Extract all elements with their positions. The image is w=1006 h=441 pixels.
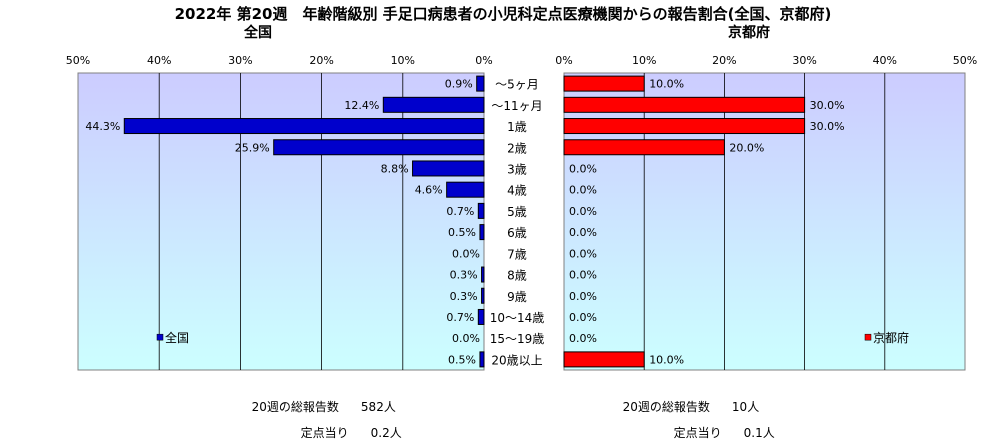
national-value-label: 8.8% [381, 162, 409, 175]
national-bar [477, 202, 485, 219]
national-tick-label: 0% [475, 54, 492, 67]
national-total-label: 20週の総報告数 [251, 400, 339, 414]
category-label: 5歳 [507, 205, 527, 219]
national-plot-background [77, 72, 485, 371]
national-value-label: 4.6% [415, 184, 443, 197]
category-label: ～11ヶ月 [491, 99, 542, 113]
kyoto-value-label: 0.0% [569, 226, 597, 239]
national-bar [382, 96, 485, 113]
kyoto-value-label: 30.0% [810, 120, 845, 133]
national-tick-label: 30% [228, 54, 252, 67]
national-per-label: 定点当り [300, 426, 349, 440]
national-tick-label: 40% [147, 54, 171, 67]
kyoto-total-value: 10人 [731, 400, 760, 414]
kyoto-value-label: 0.0% [569, 269, 597, 282]
kyoto-tick-label: 40% [873, 54, 897, 67]
kyoto-value-label: 0.0% [569, 311, 597, 324]
national-value-label: 0.5% [448, 353, 476, 366]
national-bar [481, 287, 485, 304]
national-bar [479, 224, 485, 241]
kyoto-per-label: 定点当り [673, 426, 722, 440]
kyoto-tick-label: 30% [792, 54, 816, 67]
national-total-value: 582人 [360, 400, 396, 414]
kyoto-tick-label: 10% [632, 54, 656, 67]
kyoto-value-label: 0.0% [569, 247, 597, 260]
kyoto-value-label: 20.0% [729, 141, 764, 154]
category-label: 2歳 [507, 141, 527, 155]
category-label: 1歳 [507, 120, 527, 134]
national-bar [477, 308, 485, 325]
national-value-label: 0.5% [448, 226, 476, 239]
national-bar [481, 266, 485, 283]
kyoto-value-label: 0.0% [569, 290, 597, 303]
category-label: ～5ヶ月 [495, 78, 539, 92]
national-value-label: 44.3% [85, 120, 120, 133]
national-legend-label: 全国 [165, 330, 189, 345]
national-legend-swatch [156, 333, 164, 341]
kyoto-value-label: 10.0% [649, 353, 684, 366]
kyoto-legend-label: 京都府 [873, 330, 909, 345]
kyoto-value-label: 30.0% [810, 99, 845, 112]
kyoto-plot-background [563, 72, 966, 371]
chart-title: 2022年 第20週 年齢階級別 手足口病患者の小児科定点医療機関からの報告割合… [174, 5, 832, 23]
national-bar [123, 118, 485, 135]
kyoto-value-label: 0.0% [569, 332, 597, 345]
national-tick-label: 10% [391, 54, 415, 67]
category-label: 7歳 [507, 247, 527, 261]
kyoto-total-label: 20週の総報告数 [622, 400, 710, 414]
kyoto-value-label: 10.0% [649, 78, 684, 91]
national-value-label: 0.3% [450, 290, 478, 303]
kyoto-tick-label: 0% [555, 54, 572, 67]
kyoto-subtitle: 京都府 [728, 25, 770, 41]
national-value-label: 0.3% [450, 269, 478, 282]
national-subtitle: 全国 [244, 25, 272, 41]
national-value-label: 0.7% [446, 311, 474, 324]
national-value-label: 0.0% [452, 247, 480, 260]
kyoto-bar [563, 96, 806, 113]
kyoto-bar [563, 351, 645, 368]
national-bar [273, 139, 485, 156]
kyoto-value-label: 0.0% [569, 184, 597, 197]
kyoto-bar [563, 75, 645, 92]
category-label: 20歳以上 [491, 353, 542, 367]
national-value-label: 25.9% [235, 141, 270, 154]
kyoto-legend-swatch [864, 333, 872, 341]
category-label: 6歳 [507, 226, 527, 240]
category-label: 3歳 [507, 162, 527, 176]
category-label: 8歳 [507, 269, 527, 283]
national-tick-label: 20% [309, 54, 333, 67]
chart-area: 50% 40% 30% 20% 10% 0%0.9%12.4%44.3%25.9%8.8%… [66, 54, 977, 371]
national-bar [476, 75, 485, 92]
national-bar [412, 160, 485, 177]
category-label: 10～14歳 [490, 311, 545, 325]
category-label: 9歳 [507, 290, 527, 304]
kyoto-per-value: 0.1人 [743, 426, 775, 440]
category-label: 15～19歳 [490, 332, 545, 346]
kyoto-value-label: 0.0% [569, 162, 597, 175]
national-bar [446, 181, 485, 198]
national-value-label: 0.0% [452, 332, 480, 345]
kyoto-tick-label: 50% [953, 54, 977, 67]
national-value-label: 0.7% [446, 205, 474, 218]
national-per-value: 0.2人 [370, 426, 402, 440]
kyoto-value-label: 0.0% [569, 205, 597, 218]
kyoto-bar [563, 118, 806, 135]
kyoto-bar [563, 139, 725, 156]
national-bar [479, 351, 485, 368]
national-value-label: 12.4% [344, 99, 379, 112]
kyoto-tick-label: 20% [712, 54, 736, 67]
national-tick-label: 50% [66, 54, 90, 67]
category-label: 4歳 [507, 184, 527, 198]
national-value-label: 0.9% [445, 78, 473, 91]
